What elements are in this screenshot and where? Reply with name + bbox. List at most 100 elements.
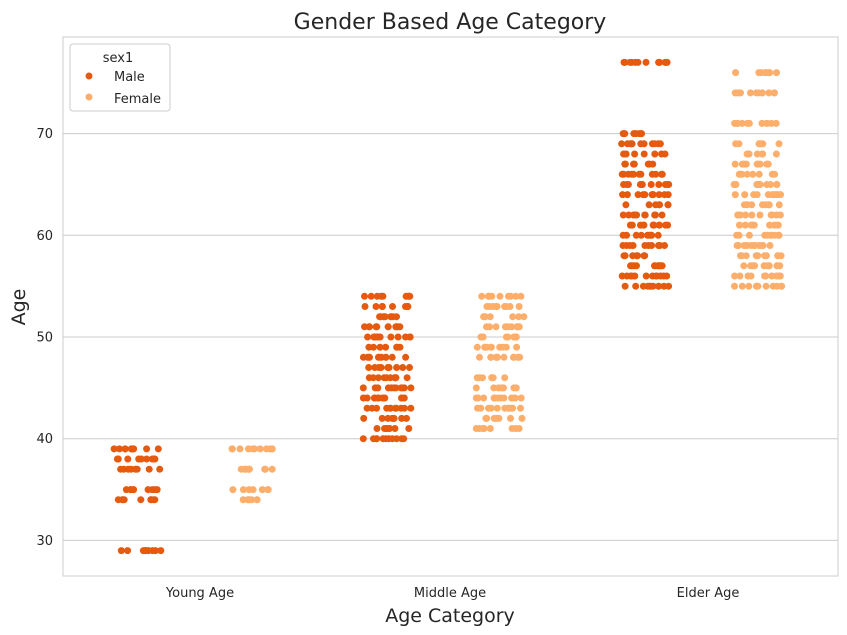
- data-point-male: [642, 58, 650, 66]
- data-point-female: [758, 150, 766, 158]
- data-point-female: [741, 221, 749, 229]
- data-point-female: [733, 119, 741, 127]
- data-point-female: [756, 181, 764, 188]
- data-point-male: [382, 343, 390, 351]
- data-point-female: [772, 119, 780, 127]
- data-point-male: [644, 242, 652, 249]
- data-point-male: [661, 191, 668, 199]
- y-tick-labels: 30 40 50 60 70: [36, 127, 53, 549]
- data-point-male: [664, 201, 672, 209]
- data-point-female: [770, 89, 778, 97]
- data-point-male: [387, 333, 395, 341]
- data-point-male: [384, 364, 392, 371]
- data-point-female: [735, 231, 743, 239]
- data-point-female: [754, 252, 762, 260]
- data-point-female: [245, 486, 253, 494]
- data-point-female: [478, 333, 486, 341]
- data-point-female: [731, 282, 738, 290]
- data-point-female: [488, 374, 496, 382]
- data-point-male: [117, 547, 125, 555]
- data-point-female: [495, 414, 503, 422]
- data-point-male: [660, 282, 668, 290]
- data-point-female: [731, 160, 739, 168]
- data-point-male: [403, 414, 410, 422]
- data-point-female: [772, 191, 780, 199]
- x-axis-label: Age Category: [385, 605, 515, 627]
- data-point-male: [150, 455, 158, 463]
- data-point-female: [512, 292, 520, 300]
- data-point-male: [359, 435, 367, 443]
- data-point-female: [760, 262, 768, 270]
- data-point-male: [402, 353, 410, 361]
- data-point-male: [389, 303, 396, 310]
- data-point-male: [372, 323, 380, 331]
- data-point-male: [124, 547, 132, 555]
- data-point-female: [472, 384, 480, 392]
- data-point-female: [744, 272, 752, 280]
- data-point-female: [775, 140, 783, 148]
- data-point-male: [655, 282, 663, 290]
- data-point-female: [487, 353, 495, 361]
- data-point-male: [143, 445, 151, 453]
- data-point-male: [365, 364, 373, 371]
- data-point-female: [481, 313, 489, 321]
- data-points: [110, 58, 785, 555]
- data-point-male: [637, 231, 645, 239]
- data-point-male: [113, 455, 121, 463]
- data-point-female: [256, 445, 264, 453]
- data-point-female: [513, 343, 521, 351]
- data-point-female: [775, 201, 783, 209]
- legend: sex1 Male Female: [69, 43, 171, 112]
- y-axis-label: Age: [8, 289, 30, 326]
- data-point-male: [130, 445, 138, 453]
- data-point-female: [500, 394, 508, 402]
- data-point-male: [121, 445, 129, 453]
- data-point-female: [508, 323, 516, 331]
- data-point-female: [755, 69, 763, 77]
- data-point-female: [510, 353, 518, 361]
- data-point-male: [628, 140, 636, 148]
- data-point-male: [405, 425, 413, 432]
- data-point-male: [655, 191, 663, 199]
- data-point-female: [229, 486, 237, 494]
- data-point-female: [236, 445, 244, 453]
- data-point-male: [375, 394, 382, 402]
- data-point-female: [766, 69, 774, 77]
- data-point-female: [762, 282, 770, 290]
- data-point-female: [738, 170, 746, 178]
- data-point-female: [768, 211, 776, 219]
- data-point-male: [655, 58, 663, 66]
- data-point-female: [745, 119, 753, 127]
- data-point-male: [120, 465, 128, 473]
- data-point-female: [773, 221, 781, 229]
- data-point-male: [398, 414, 406, 422]
- data-point-male: [368, 404, 376, 412]
- data-point-male: [403, 374, 411, 382]
- data-point-female: [505, 292, 512, 300]
- x-tick-labels: Young Age Middle Age Elder Age: [165, 586, 739, 601]
- data-point-female: [501, 404, 509, 412]
- data-point-male: [619, 211, 627, 219]
- data-point-male: [373, 292, 381, 300]
- data-point-male: [654, 231, 662, 239]
- data-point-male: [633, 211, 641, 219]
- data-point-male: [651, 150, 659, 158]
- data-point-female: [753, 150, 761, 158]
- data-point-male: [624, 170, 632, 178]
- data-point-male: [634, 191, 642, 199]
- data-point-female: [761, 231, 769, 239]
- data-point-male: [645, 201, 653, 209]
- data-point-male: [632, 231, 640, 239]
- data-point-female: [765, 201, 773, 209]
- y-tick-label: 40: [36, 432, 53, 447]
- data-point-female: [751, 262, 759, 270]
- data-point-female: [517, 292, 525, 300]
- data-point-female: [778, 282, 785, 290]
- data-point-female: [472, 394, 480, 402]
- data-point-female: [515, 425, 523, 432]
- data-point-female: [248, 496, 256, 504]
- data-point-female: [754, 89, 762, 97]
- data-point-female: [268, 445, 276, 453]
- data-point-female: [773, 69, 780, 77]
